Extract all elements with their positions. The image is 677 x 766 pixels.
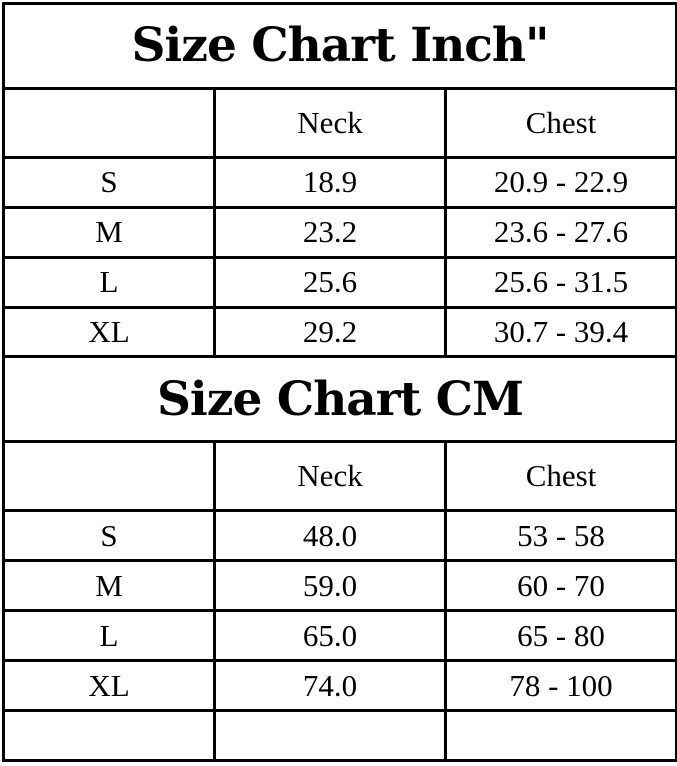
table-row: M 59.0 60 - 70 <box>2 559 677 613</box>
table-row: S 48.0 53 - 58 <box>2 509 677 563</box>
neck-value: 48.0 <box>213 509 447 563</box>
empty-row <box>2 708 677 763</box>
chest-value: 23.6 - 27.6 <box>443 205 677 259</box>
neck-value: 59.0 <box>213 559 447 613</box>
section-title-inch: Size Chart Inch" <box>1 2 677 90</box>
size-label: S <box>2 155 216 209</box>
column-header-neck: Neck <box>213 440 447 513</box>
neck-value: 29.2 <box>213 305 447 359</box>
chest-value: 60 - 70 <box>443 559 677 613</box>
chest-value: 78 - 100 <box>443 659 677 712</box>
size-label: M <box>2 559 216 613</box>
chest-value: 65 - 80 <box>443 609 677 663</box>
size-label: M <box>2 205 216 259</box>
chest-value: 53 - 58 <box>443 509 677 563</box>
empty-cell <box>2 708 216 763</box>
column-header-chest: Chest <box>443 440 677 513</box>
chest-value: 25.6 - 31.5 <box>443 255 677 309</box>
empty-cell <box>213 708 447 763</box>
table-row: L 65.0 65 - 80 <box>2 609 677 663</box>
size-label: S <box>2 509 216 563</box>
table-row: L 25.6 25.6 - 31.5 <box>2 255 677 309</box>
size-label: XL <box>2 659 216 712</box>
corner-cell <box>2 86 216 159</box>
size-label: XL <box>2 305 216 359</box>
table-row: S 18.9 20.9 - 22.9 <box>2 155 677 209</box>
size-label: L <box>2 609 216 663</box>
section-cm-header-row: Neck Chest <box>2 440 677 513</box>
table-row: XL 29.2 30.7 - 39.4 <box>2 305 677 359</box>
size-label: L <box>2 255 216 309</box>
table-row: XL 74.0 78 - 100 <box>2 659 677 712</box>
corner-cell <box>2 440 216 513</box>
chest-value: 30.7 - 39.4 <box>443 305 677 359</box>
column-header-neck: Neck <box>213 86 447 159</box>
section-cm-title-row: Size Chart CM <box>1 355 677 444</box>
neck-value: 65.0 <box>213 609 447 663</box>
section-title-cm: Size Chart CM <box>1 355 677 444</box>
table-row: M 23.2 23.6 - 27.6 <box>2 205 677 259</box>
neck-value: 25.6 <box>213 255 447 309</box>
chest-value: 20.9 - 22.9 <box>443 155 677 209</box>
neck-value: 74.0 <box>213 659 447 712</box>
section-inch-header-row: Neck Chest <box>2 86 677 159</box>
empty-cell <box>443 708 677 763</box>
neck-value: 23.2 <box>213 205 447 259</box>
section-inch-title-row: Size Chart Inch" <box>1 2 677 90</box>
column-header-chest: Chest <box>443 86 677 159</box>
neck-value: 18.9 <box>213 155 447 209</box>
